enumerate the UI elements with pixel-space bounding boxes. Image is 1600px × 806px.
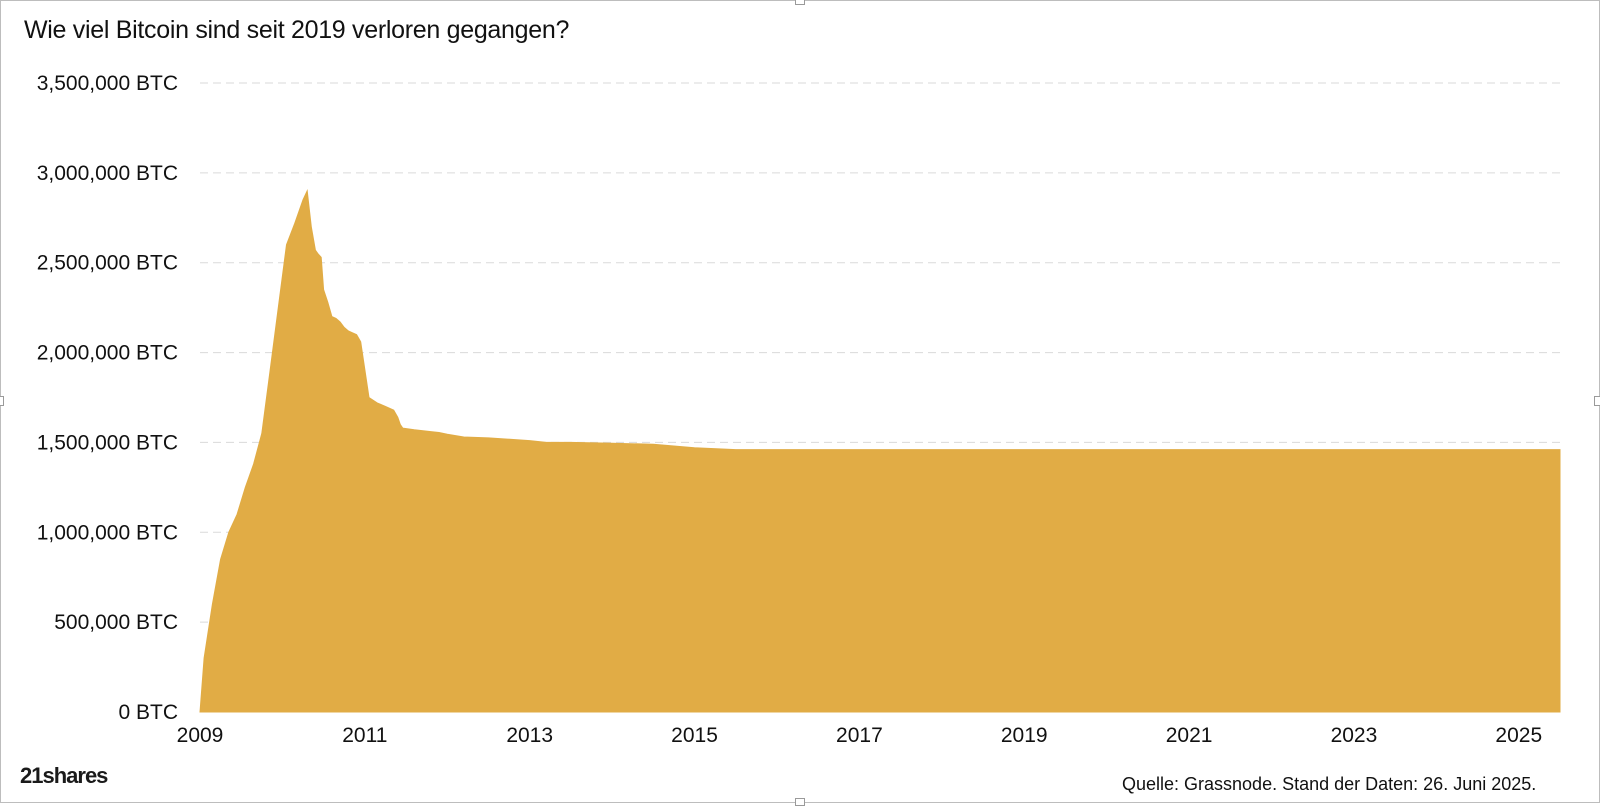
y-tick-label: 500,000 BTC [54, 611, 178, 634]
selection-handle-right[interactable] [1594, 396, 1600, 406]
y-tick-label: 0 BTC [118, 701, 178, 724]
y-tick-label: 2,500,000 BTC [37, 252, 178, 275]
lost-bitcoin-area [199, 188, 1561, 713]
source-note: Quelle: Grassnode. Stand der Daten: 26. … [1122, 774, 1537, 794]
y-axis: 0 BTC 500,000 BTC 1,000,000 BTC 1,500,000 B… [37, 72, 178, 724]
x-tick-label: 2019 [1001, 724, 1048, 747]
x-tick-label: 2025 [1495, 724, 1542, 747]
y-tick-label: 2,000,000 BTC [37, 342, 178, 365]
x-tick-label: 2013 [506, 724, 553, 747]
y-tick-label: 3,500,000 BTC [37, 72, 178, 95]
x-tick-label: 2021 [1166, 724, 1213, 747]
x-tick-label: 2015 [671, 724, 718, 747]
brand-logo: 21shares [20, 763, 108, 788]
chart-title: Wie viel Bitcoin sind seit 2019 verloren… [24, 16, 570, 44]
series-area-layer [199, 188, 1561, 713]
selection-handle-left[interactable] [0, 396, 4, 406]
selection-handle-top[interactable] [795, 0, 805, 5]
x-tick-label: 2023 [1331, 724, 1378, 747]
y-tick-label: 1,000,000 BTC [37, 521, 178, 544]
y-tick-label: 1,500,000 BTC [37, 431, 178, 454]
x-tick-label: 2017 [836, 724, 883, 747]
y-tick-label: 3,000,000 BTC [37, 162, 178, 185]
x-axis: 2009 2011 2013 2015 2017 2019 2021 2023 2025 [177, 724, 1543, 747]
x-tick-label: 2011 [342, 724, 387, 747]
x-tick-label: 2009 [177, 724, 224, 747]
